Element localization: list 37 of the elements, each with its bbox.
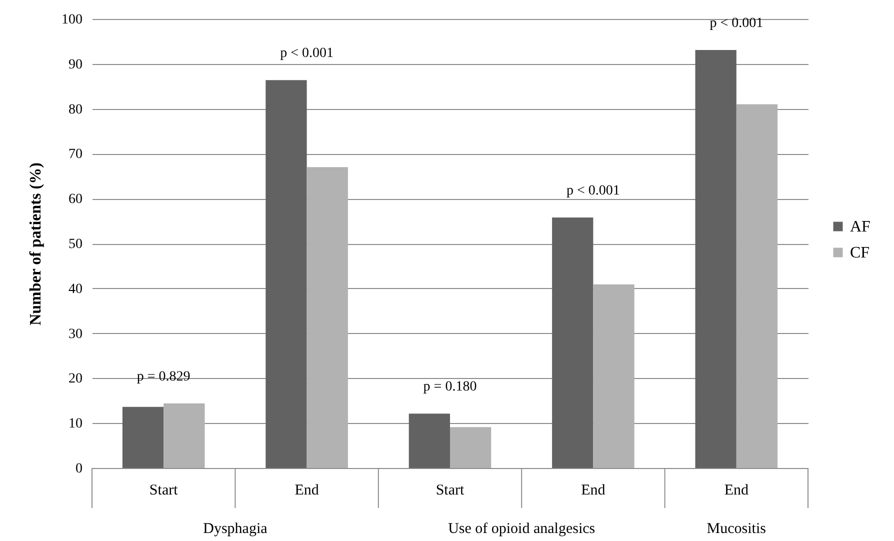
text: Use of opioid analgesics	[448, 521, 596, 537]
x-tick-label: End	[581, 482, 606, 498]
annotation: p = 0.180	[423, 380, 477, 395]
annotation: p < 0.001	[280, 46, 334, 62]
annotation: p < 0.001	[710, 16, 764, 31]
bar	[408, 414, 450, 468]
bar	[450, 427, 492, 468]
x-tick-label: End	[724, 482, 749, 498]
y-tick-label: 70	[68, 147, 82, 162]
y-tick-label: 80	[68, 102, 82, 118]
y-tick-label: 100	[62, 12, 82, 28]
bar	[164, 403, 205, 468]
bar	[122, 406, 164, 468]
annotation: p < 0.001	[566, 183, 620, 198]
text: Mucositis	[706, 521, 766, 537]
y-tick-label: 20	[68, 372, 82, 387]
y-tick-label: 50	[68, 237, 82, 252]
text: Dysphagia	[203, 521, 268, 537]
legend-label: AF	[850, 218, 871, 236]
y-tick-label: 30	[68, 326, 82, 342]
y-tick-label: 90	[68, 57, 82, 72]
y-tick-label: 60	[68, 192, 82, 208]
bar	[266, 80, 307, 468]
bar	[736, 104, 778, 468]
bar	[695, 50, 736, 468]
y-tick-label: 10	[68, 416, 82, 432]
bar	[306, 167, 348, 468]
y-tick-label: 0	[76, 462, 82, 476]
bar	[593, 284, 634, 468]
x-tick-label: Start	[436, 482, 465, 498]
y-axis-title: Number of patients (%)	[28, 162, 44, 326]
bar	[552, 217, 594, 468]
annotation: p = 0.829	[136, 369, 190, 384]
x-tick-label: Start	[149, 482, 179, 498]
legend-label: CF	[850, 244, 870, 262]
x-tick-label: End	[294, 482, 320, 498]
y-tick-label: 40	[68, 282, 82, 297]
